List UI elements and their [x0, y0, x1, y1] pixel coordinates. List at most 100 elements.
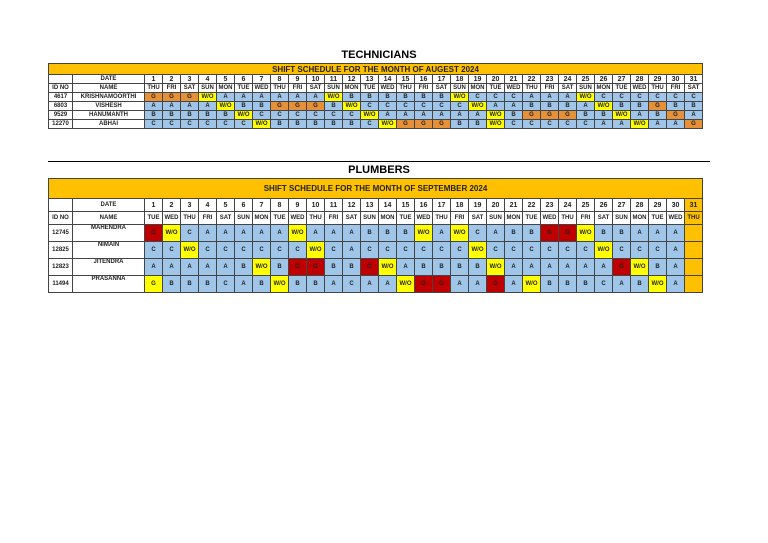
shift-cell: W/O: [630, 258, 649, 276]
day-cell: SUN: [360, 211, 379, 225]
shift-cell: C: [504, 92, 523, 102]
shift-cell: W/O: [630, 119, 649, 129]
day-cell: SUN: [612, 211, 631, 225]
shift-cell: A: [342, 241, 361, 259]
shift-cell: C: [612, 92, 631, 102]
date-cell: 11: [324, 198, 343, 212]
day-cell: TUE: [234, 83, 253, 93]
day-cell: FRI: [324, 211, 343, 225]
shift-cell: W/O: [396, 275, 415, 293]
shift-cell: C: [486, 92, 505, 102]
shift-cell: A: [234, 224, 253, 242]
date-cell: 24: [558, 74, 577, 84]
shift-cell: B: [594, 110, 613, 120]
shift-cell: G: [540, 224, 559, 242]
shift-cell: C: [576, 241, 595, 259]
date-cell: 2: [162, 74, 181, 84]
shift-cell: B: [450, 119, 469, 129]
shift-cell: A: [288, 92, 307, 102]
shift-cell: [684, 241, 703, 259]
employee-id: 11494: [48, 275, 73, 293]
date-cell: 10: [306, 198, 325, 212]
shift-cell: C: [144, 119, 163, 129]
employee-id: 12825: [48, 241, 73, 259]
shift-cell: C: [504, 119, 523, 129]
shift-cell: A: [504, 258, 523, 276]
shift-cell: B: [306, 119, 325, 129]
shift-cell: G: [144, 275, 163, 293]
date-cell: 16: [414, 198, 433, 212]
shift-cell: B: [522, 101, 541, 111]
day-cell: TUE: [360, 83, 379, 93]
shift-cell: G: [522, 110, 541, 120]
shift-cell: C: [450, 241, 469, 259]
date-label: DATE: [72, 74, 145, 84]
shift-cell: B: [180, 110, 199, 120]
shift-cell: W/O: [468, 241, 487, 259]
day-cell: WED: [540, 211, 559, 225]
shift-cell: A: [486, 224, 505, 242]
shift-cell: C: [540, 241, 559, 259]
banner-row: SHIFT SCHEDULE FOR THE MONTH OF SEPTEMBE…: [48, 178, 703, 199]
shift-cell: W/O: [234, 110, 253, 120]
day-cell: SUN: [450, 83, 469, 93]
shift-cell: [684, 258, 703, 276]
shift-cell: B: [162, 275, 181, 293]
shift-cell: B: [450, 258, 469, 276]
schedule-banner: SHIFT SCHEDULE FOR THE MONTH OF AUGEST 2…: [48, 63, 703, 75]
shift-cell: C: [522, 119, 541, 129]
date-cell: 21: [504, 198, 523, 212]
shift-cell: C: [648, 241, 667, 259]
employee-id: 12270: [48, 119, 73, 129]
shift-cell: A: [630, 110, 649, 120]
employee-name: ABHAI: [72, 119, 145, 129]
shift-cell: C: [666, 92, 685, 102]
day-cell: SAT: [432, 83, 451, 93]
shift-cell: G: [612, 258, 631, 276]
shift-cell: W/O: [288, 224, 307, 242]
shift-cell: B: [216, 110, 235, 120]
shift-cell: G: [666, 110, 685, 120]
shift-cell: A: [648, 224, 667, 242]
day-cell: FRI: [162, 83, 181, 93]
shift-cell: W/O: [576, 224, 595, 242]
shift-cell: B: [594, 224, 613, 242]
shift-cell: C: [342, 110, 361, 120]
shift-cell: G: [360, 258, 379, 276]
shift-cell: B: [558, 101, 577, 111]
shift-cell: G: [648, 101, 667, 111]
shift-cell: A: [666, 119, 685, 129]
shift-cell: [684, 224, 703, 242]
employee-name: KRISHNAMOORTHI: [72, 92, 145, 102]
shift-cell: C: [450, 101, 469, 111]
date-row: DATE 1 2 3 4 5 6 7 8 9 10 11 12 13 14 15 16 17 18 19 20 21 22 2…: [48, 74, 703, 84]
date-cell: 30: [666, 74, 685, 84]
shift-cell: W/O: [198, 92, 217, 102]
shift-cell: B: [306, 275, 325, 293]
shift-cell: A: [378, 110, 397, 120]
shift-cell: B: [576, 275, 595, 293]
shift-cell: B: [342, 92, 361, 102]
day-cell: MON: [252, 211, 271, 225]
shift-cell: A: [198, 101, 217, 111]
date-cell: 9: [288, 198, 307, 212]
shift-cell: B: [612, 224, 631, 242]
plumbers-title: PLUMBERS: [348, 164, 410, 176]
day-cell: SAT: [684, 83, 703, 93]
date-cell: 29: [648, 74, 667, 84]
day-cell: FRI: [450, 211, 469, 225]
shift-cell: C: [360, 241, 379, 259]
date-cell: 5: [216, 198, 235, 212]
shift-cell: C: [360, 101, 379, 111]
date-row-blank: [48, 198, 73, 212]
shift-cell: B: [198, 275, 217, 293]
shift-cell: C: [342, 275, 361, 293]
employee-name: VISHESH: [72, 101, 145, 111]
day-cell: SUN: [324, 83, 343, 93]
shift-cell: A: [522, 92, 541, 102]
shift-cell: A: [144, 258, 163, 276]
shift-cell: A: [234, 92, 253, 102]
day-cell: THU: [144, 83, 163, 93]
shift-cell: A: [558, 92, 577, 102]
shift-cell: C: [360, 119, 379, 129]
